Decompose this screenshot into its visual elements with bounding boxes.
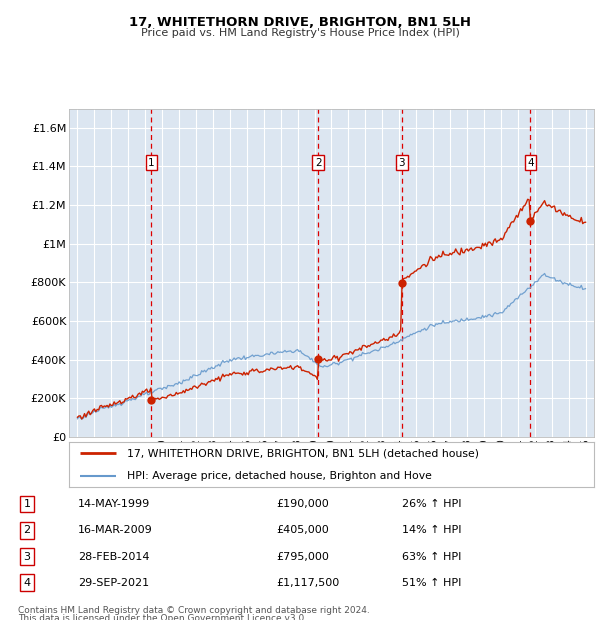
Text: 28-FEB-2014: 28-FEB-2014 [78,552,149,562]
Text: 29-SEP-2021: 29-SEP-2021 [78,578,149,588]
Text: 26% ↑ HPI: 26% ↑ HPI [402,499,461,509]
Text: 14-MAY-1999: 14-MAY-1999 [78,499,150,509]
Text: 4: 4 [23,578,31,588]
Text: 1: 1 [23,499,31,509]
Text: 17, WHITETHORN DRIVE, BRIGHTON, BN1 5LH (detached house): 17, WHITETHORN DRIVE, BRIGHTON, BN1 5LH … [127,448,479,458]
Text: Price paid vs. HM Land Registry's House Price Index (HPI): Price paid vs. HM Land Registry's House … [140,28,460,38]
Text: £795,000: £795,000 [276,552,329,562]
Text: 3: 3 [398,157,405,168]
Text: 51% ↑ HPI: 51% ↑ HPI [402,578,461,588]
Text: 17, WHITETHORN DRIVE, BRIGHTON, BN1 5LH: 17, WHITETHORN DRIVE, BRIGHTON, BN1 5LH [129,16,471,29]
Text: Contains HM Land Registry data © Crown copyright and database right 2024.: Contains HM Land Registry data © Crown c… [18,606,370,616]
Text: 14% ↑ HPI: 14% ↑ HPI [402,525,461,535]
Text: £405,000: £405,000 [276,525,329,535]
Text: This data is licensed under the Open Government Licence v3.0.: This data is licensed under the Open Gov… [18,614,307,620]
Text: 3: 3 [23,552,31,562]
Text: HPI: Average price, detached house, Brighton and Hove: HPI: Average price, detached house, Brig… [127,471,431,480]
Text: 2: 2 [315,157,322,168]
Text: 16-MAR-2009: 16-MAR-2009 [78,525,153,535]
Text: 1: 1 [148,157,155,168]
Text: 4: 4 [527,157,534,168]
Text: 63% ↑ HPI: 63% ↑ HPI [402,552,461,562]
Text: £1,117,500: £1,117,500 [276,578,339,588]
Text: £190,000: £190,000 [276,499,329,509]
Text: 2: 2 [23,525,31,535]
